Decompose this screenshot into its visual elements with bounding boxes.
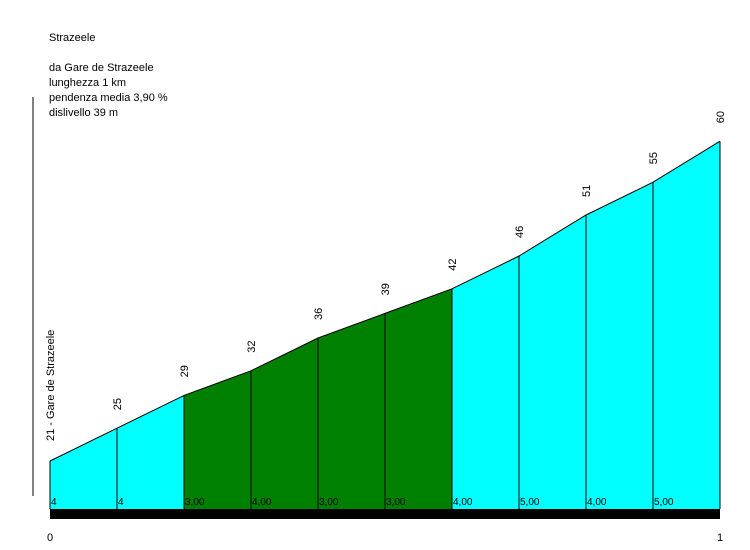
segment-gradient-label: 3,00: [185, 497, 205, 508]
profile-segment: [452, 256, 519, 509]
segment-gradient-label: 4: [51, 497, 57, 508]
x-tick-label: 1: [717, 532, 723, 544]
start-text: da Gare de Strazeele: [49, 62, 154, 74]
baseline-bar: [50, 509, 720, 519]
profile-segment: [586, 182, 653, 509]
x-tick-label: 0: [47, 532, 53, 544]
profile-segment: [251, 338, 318, 509]
segment-gradient-label: 5,00: [520, 497, 540, 508]
segment-gradient-label: 3,00: [319, 497, 339, 508]
altitude-label: 29: [179, 365, 191, 377]
profile-segment: [653, 141, 720, 509]
profile-segment: [184, 370, 251, 509]
altitude-label: 32: [246, 341, 258, 353]
profile-segment: [117, 395, 184, 509]
segment-gradient-label: 5,00: [654, 497, 674, 508]
profile-segment: [50, 428, 117, 509]
length-text: lunghezza 1 km: [49, 77, 127, 89]
altitude-label: 39: [380, 283, 392, 295]
profile-segment: [318, 313, 385, 509]
profile-segment: [385, 288, 452, 509]
start-label: 21 - Gare de Strazeele: [45, 330, 57, 441]
profile-segment: [519, 215, 586, 509]
segment-gradient-label: 4,00: [453, 497, 473, 508]
altitude-label: 51: [581, 185, 593, 197]
gradient-text: pendenza media 3,90 %: [49, 92, 168, 104]
climb-name: Strazeele: [49, 32, 96, 44]
altitude-label: 46: [514, 226, 526, 238]
segment-gradient-label: 4: [118, 497, 124, 508]
segment-gradient-label: 3,00: [386, 497, 406, 508]
altitude-label: 55: [648, 152, 660, 164]
segment-gradient-label: 4,00: [252, 497, 272, 508]
segment-gradient-label: 4,00: [587, 497, 607, 508]
altitude-label: 42: [447, 259, 459, 271]
elevation-gain-text: dislivello 39 m: [49, 107, 119, 119]
altitude-label: 36: [313, 308, 325, 320]
altitude-label: 60: [715, 111, 727, 123]
altitude-label: 25: [112, 398, 124, 410]
